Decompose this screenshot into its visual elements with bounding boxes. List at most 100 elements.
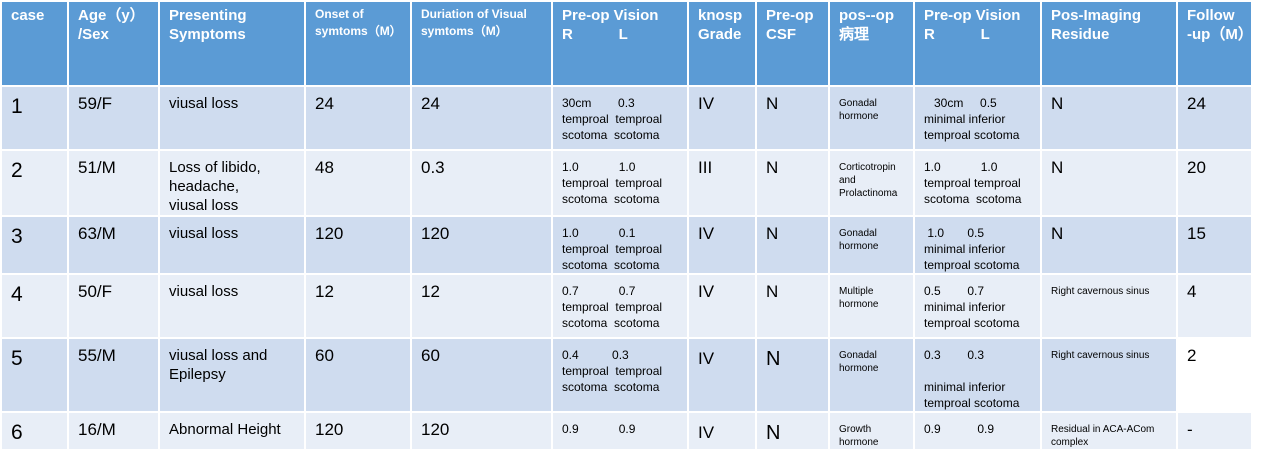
cell-preop-vision-line: scotoma scotoma	[562, 128, 660, 142]
cell-preop-vision-line: 1.0 1.0	[562, 160, 636, 174]
cell-followup: 2	[1176, 337, 1253, 413]
cell-age-sex: 16/M	[67, 411, 160, 451]
cell-residue: N	[1040, 215, 1178, 275]
cell-postop-vision: 0.9 0.9	[913, 411, 1042, 451]
cell-preop-vision-line: scotoma scotoma	[562, 380, 660, 394]
header-case: case	[0, 0, 69, 87]
table-body: 1 59/F viusal loss 24 24 30cm 0.3 temproal tem…	[0, 85, 1253, 451]
cell-age-sex-text: 16/M	[78, 420, 116, 439]
header-followup: Follow -up（M）	[1176, 0, 1253, 87]
table-row: 1 59/F viusal loss 24 24 30cm 0.3 temproal tem…	[0, 85, 1253, 151]
cell-preop-vision-line: temproal temproal	[562, 364, 663, 378]
cell-duration: 120	[410, 411, 553, 451]
cell-preop-vision-line: temproal temproal	[562, 176, 663, 190]
cell-postop-vision-line: 0.3 0.3	[924, 348, 985, 362]
cell-postop-vision-line: minimal inferior	[924, 300, 1006, 314]
cell-onset: 48	[304, 149, 412, 217]
cell-csf-text: N	[766, 282, 779, 301]
cell-case-text: 1	[11, 95, 23, 118]
table-row: 4 50/F viusal loss 12 12 0.7 0.7 temproal temp…	[0, 273, 1253, 339]
cell-preop-vision: 0.4 0.3 temproal temproal scotoma scotoma	[551, 337, 689, 413]
header-onset: Onset of symtoms（M）	[304, 0, 412, 87]
cell-duration-text: 120	[421, 224, 450, 243]
cell-case-text: 3	[11, 225, 23, 248]
cell-preop-vision: 0.9 0.9	[551, 411, 689, 451]
cell-followup-text: -	[1187, 420, 1193, 439]
cell-postop-vision: 1.0 1.0 temproal temproal scotoma scotoma	[913, 149, 1042, 217]
table-row: 6 16/M Abnormal Height 120 120 0.9 0.9 IV N Grow…	[0, 411, 1253, 451]
cell-onset-text: 24	[315, 94, 334, 113]
cell-symptoms-line: Epilepsy	[169, 366, 226, 383]
cell-followup-text: 2	[1187, 346, 1197, 365]
cell-duration-text: 60	[421, 346, 440, 365]
cell-symptoms-line: headache,	[169, 178, 240, 195]
cell-postop-vision-line: minimal inferior	[924, 242, 1006, 256]
cell-postop-vision-line: 0.5 0.7	[924, 284, 985, 298]
cell-postop-vision-line: scotoma scotoma	[924, 192, 1022, 206]
cell-age-sex: 50/F	[67, 273, 160, 339]
cell-duration-text: 120	[421, 420, 450, 439]
cell-symptoms-line: Loss of libido,	[169, 159, 261, 176]
cell-postop-vision: 1.0 0.5 minimal inferior temproal scotoma	[913, 215, 1042, 275]
cell-followup: 24	[1176, 85, 1253, 151]
cell-pathology-line: Growth	[839, 424, 872, 435]
cell-residue-text: N	[1051, 94, 1064, 113]
cell-knosp-text: IV	[698, 282, 715, 301]
cell-residue: Right cavernous sinus	[1040, 337, 1178, 413]
cell-followup-text: 20	[1187, 158, 1206, 177]
cell-preop-vision-line: 1.0 0.1	[562, 226, 636, 240]
cell-pathology: Growth hormone	[828, 411, 915, 451]
cell-csf: N	[755, 411, 830, 451]
cell-postop-vision-line: 0.9 0.9	[924, 422, 995, 436]
cell-preop-vision-line: temproal temproal	[562, 242, 663, 256]
cell-symptoms: viusal loss and Epilepsy	[158, 337, 306, 413]
cell-case: 5	[0, 337, 69, 413]
cell-knosp-text: IV	[698, 349, 715, 368]
cell-postop-vision: 30cm 0.5 minimal inferior temproal scotoma	[913, 85, 1042, 151]
cell-postop-vision-line: temproal scotoma	[924, 316, 1020, 330]
cell-symptoms: viusal loss	[158, 85, 306, 151]
cell-symptoms: Loss of libido, headache, viusal loss	[158, 149, 306, 217]
cell-knosp-text: IV	[698, 224, 715, 243]
cell-postop-vision-line: 1.0 0.5	[924, 226, 985, 240]
cell-onset: 24	[304, 85, 412, 151]
cell-symptoms-line: viusal loss and	[169, 347, 268, 364]
cell-case: 3	[0, 215, 69, 275]
header-knosp: knosp Grade	[687, 0, 757, 87]
cell-duration: 24	[410, 85, 553, 151]
cell-duration: 60	[410, 337, 553, 413]
table-row: 3 63/M viusal loss 120 120 1.0 0.1 temproal te…	[0, 215, 1253, 275]
cell-residue: Residual in ACA-ACom complex	[1040, 411, 1178, 451]
cell-knosp: IV	[687, 411, 757, 451]
cell-preop-vision: 30cm 0.3 temproal temproal scotoma scotoma	[551, 85, 689, 151]
cell-case-text: 4	[11, 283, 23, 306]
cell-age-sex-text: 63/M	[78, 224, 116, 243]
header-preop-vision: Pre-op Vision R L	[551, 0, 689, 87]
cell-csf: N	[755, 215, 830, 275]
cell-pathology-line: hormone	[839, 299, 879, 310]
cell-onset: 12	[304, 273, 412, 339]
cell-followup: 20	[1176, 149, 1253, 217]
cell-pathology-line: hormone	[839, 437, 879, 448]
cell-postop-vision: 0.5 0.7 minimal inferior temproal scotoma	[913, 273, 1042, 339]
cell-case: 4	[0, 273, 69, 339]
cell-age-sex: 63/M	[67, 215, 160, 275]
cell-preop-vision: 0.7 0.7 temproal temproal scotoma scotoma	[551, 273, 689, 339]
header-age-sex: Age（y）/Sex	[67, 0, 160, 87]
cell-pathology-line: hormone	[839, 241, 879, 252]
cell-onset: 120	[304, 411, 412, 451]
cell-pathology: Corticotropin and Prolactinoma	[828, 149, 915, 217]
header-duration: Duriation of Visual symtoms（M）	[410, 0, 553, 87]
cell-case-text: 2	[11, 159, 23, 182]
cell-residue-text: N	[1051, 158, 1064, 177]
cell-pathology-line: Multiple	[839, 286, 874, 297]
cell-pathology-line: hormone	[839, 111, 879, 122]
cell-followup-text: 24	[1187, 94, 1206, 113]
cell-age-sex-text: 55/M	[78, 346, 116, 365]
cell-csf-text: N	[766, 94, 779, 113]
cell-knosp: IV	[687, 273, 757, 339]
cell-followup: 4	[1176, 273, 1253, 339]
cell-postop-vision-line: temproal scotoma	[924, 396, 1020, 410]
cell-knosp: IV	[687, 85, 757, 151]
cell-onset-text: 12	[315, 282, 334, 301]
